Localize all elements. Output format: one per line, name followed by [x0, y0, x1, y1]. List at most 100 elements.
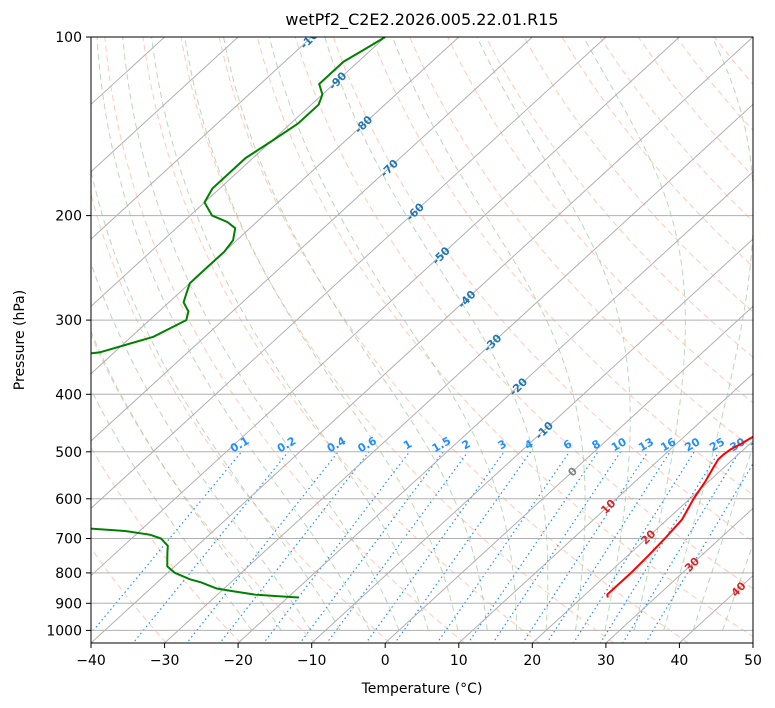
plot-frame [90, 36, 754, 644]
y-tick-label: 100 [55, 30, 82, 46]
y-tick-label: 200 [55, 209, 82, 225]
mixing-ratio-line [394, 451, 532, 643]
dry-adiabat-line [752, 37, 753, 39]
moist-adiabat-line [663, 37, 753, 631]
isotherm-grid [91, 37, 753, 643]
moist-adiabat-line [223, 37, 488, 631]
mixing-ratio-label: 1 [401, 437, 414, 452]
dewpoint-profile-line [91, 37, 386, 599]
isotherm-line [164, 103, 753, 643]
y-tick-label: 400 [55, 387, 82, 403]
dry-adiabat-line [218, 37, 689, 643]
dry-adiabat-line [91, 446, 242, 643]
isotherm-line [752, 642, 753, 643]
dry-adiabat-line [371, 37, 753, 496]
moist-adiabat-line [122, 37, 400, 631]
x-tick-label: −40 [76, 653, 106, 669]
mixing-ratio-line [436, 451, 570, 643]
dry-adiabat-line [180, 37, 614, 643]
mixing-ratio-line [132, 451, 289, 643]
dry-adiabat-line [637, 37, 753, 177]
mixing-ratio-line [521, 451, 649, 643]
moist-adiabat-line [91, 330, 282, 631]
mixing-ratio-line [467, 451, 599, 643]
isotherm-line [531, 440, 753, 643]
mixing-ratio-label: 36 [748, 435, 768, 454]
isotherm-line [91, 37, 313, 240]
x-tick-label: 10 [450, 653, 468, 669]
y-tick-label: 1000 [46, 623, 82, 639]
dry-adiabat-line [91, 192, 391, 643]
mixing-ratio-line [91, 451, 242, 635]
moist-adiabat-line [184, 37, 459, 631]
dry-adiabat-line [332, 37, 753, 543]
dry-adiabat-line [91, 334, 316, 643]
y-tick-label: 600 [55, 492, 82, 508]
dry-adiabat-line [104, 37, 465, 643]
temperature-profile-line [606, 435, 753, 598]
mixing-ratio-label: 2 [460, 437, 473, 452]
isotherm-line [458, 373, 753, 643]
dry-adiabat-line [294, 37, 753, 590]
mixing-ratio-lines [91, 451, 753, 643]
mixing-ratio-line [622, 451, 740, 643]
moist-adiabat-line [96, 37, 370, 631]
y-tick-label: 500 [55, 445, 82, 461]
dry-adiabat-line [523, 37, 753, 313]
isotherm-line [311, 238, 753, 643]
isotherm-line [91, 37, 386, 307]
dry-adiabat-line [675, 37, 753, 132]
y-tick-label: 900 [55, 596, 82, 612]
mixing-ratio-label: 3 [496, 437, 509, 452]
mixing-ratio-line [599, 451, 720, 643]
isotherm-line [605, 507, 753, 643]
mixing-ratio-line [219, 451, 370, 643]
mixing-ratio-line [365, 451, 505, 643]
moist-adiabat-line [476, 37, 631, 631]
dry-adiabat-line [409, 37, 753, 450]
isotherm-line [91, 37, 460, 375]
dry-adiabat-line [447, 37, 753, 404]
y-tick-label: 700 [55, 532, 82, 548]
moist-adiabat-line [268, 37, 518, 631]
isobar-grid [91, 37, 753, 631]
moist-adiabat-line [324, 37, 549, 631]
y-axis-ticks: 100 200 300 400 500 600 700 800 900 1000 [46, 30, 91, 639]
x-axis-ticks: −40 −30 −20 −10 0 10 20 30 40 50 [76, 643, 762, 669]
isotherm-line [91, 37, 680, 577]
y-tick-label: 300 [55, 313, 82, 329]
mixing-ratio-line [644, 462, 753, 643]
x-tick-label: 0 [381, 653, 390, 669]
moist-adiabat-line [582, 37, 686, 631]
moist-adiabat-line [692, 444, 753, 631]
isotherm-line [237, 170, 753, 643]
y-tick-label: 800 [55, 566, 82, 582]
moist-adiabat-line [91, 168, 341, 631]
x-tick-label: 40 [670, 653, 688, 669]
moist-adiabat-line [722, 543, 753, 631]
dry-adiabat-line [142, 37, 540, 643]
x-tick-label: −20 [223, 653, 253, 669]
x-tick-label: 30 [597, 653, 615, 669]
dry-adiabat-line [485, 37, 753, 358]
x-tick-label: 20 [523, 653, 541, 669]
mixing-ratio-label: 8 [590, 437, 603, 452]
moist-adiabat-line [392, 37, 586, 631]
isotherm-line [91, 37, 607, 510]
x-tick-label: −30 [150, 653, 180, 669]
x-axis-label: Temperature (°C) [361, 681, 483, 697]
dry-adiabat-line [561, 37, 753, 268]
isotherm-line [384, 305, 753, 643]
isotherm-line [91, 37, 533, 442]
isotherm-line [91, 37, 239, 173]
moist-adiabats [91, 37, 753, 631]
x-tick-label: 50 [744, 653, 762, 669]
isotherm-line [91, 37, 753, 643]
chart-title: wetPf2_C2E2.2026.005.22.01.R15 [285, 10, 558, 30]
mixing-ratio-label: 6 [561, 437, 574, 452]
plot-area: 0.1 0.2 0.4 0.6 1 1.5 2 3 4 6 8 10 13 16 20 25 30 36 -100… [91, 37, 768, 643]
dry-adiabats [91, 37, 753, 643]
dry-adiabat-line [256, 37, 753, 638]
moist-adiabat-line [151, 37, 429, 631]
